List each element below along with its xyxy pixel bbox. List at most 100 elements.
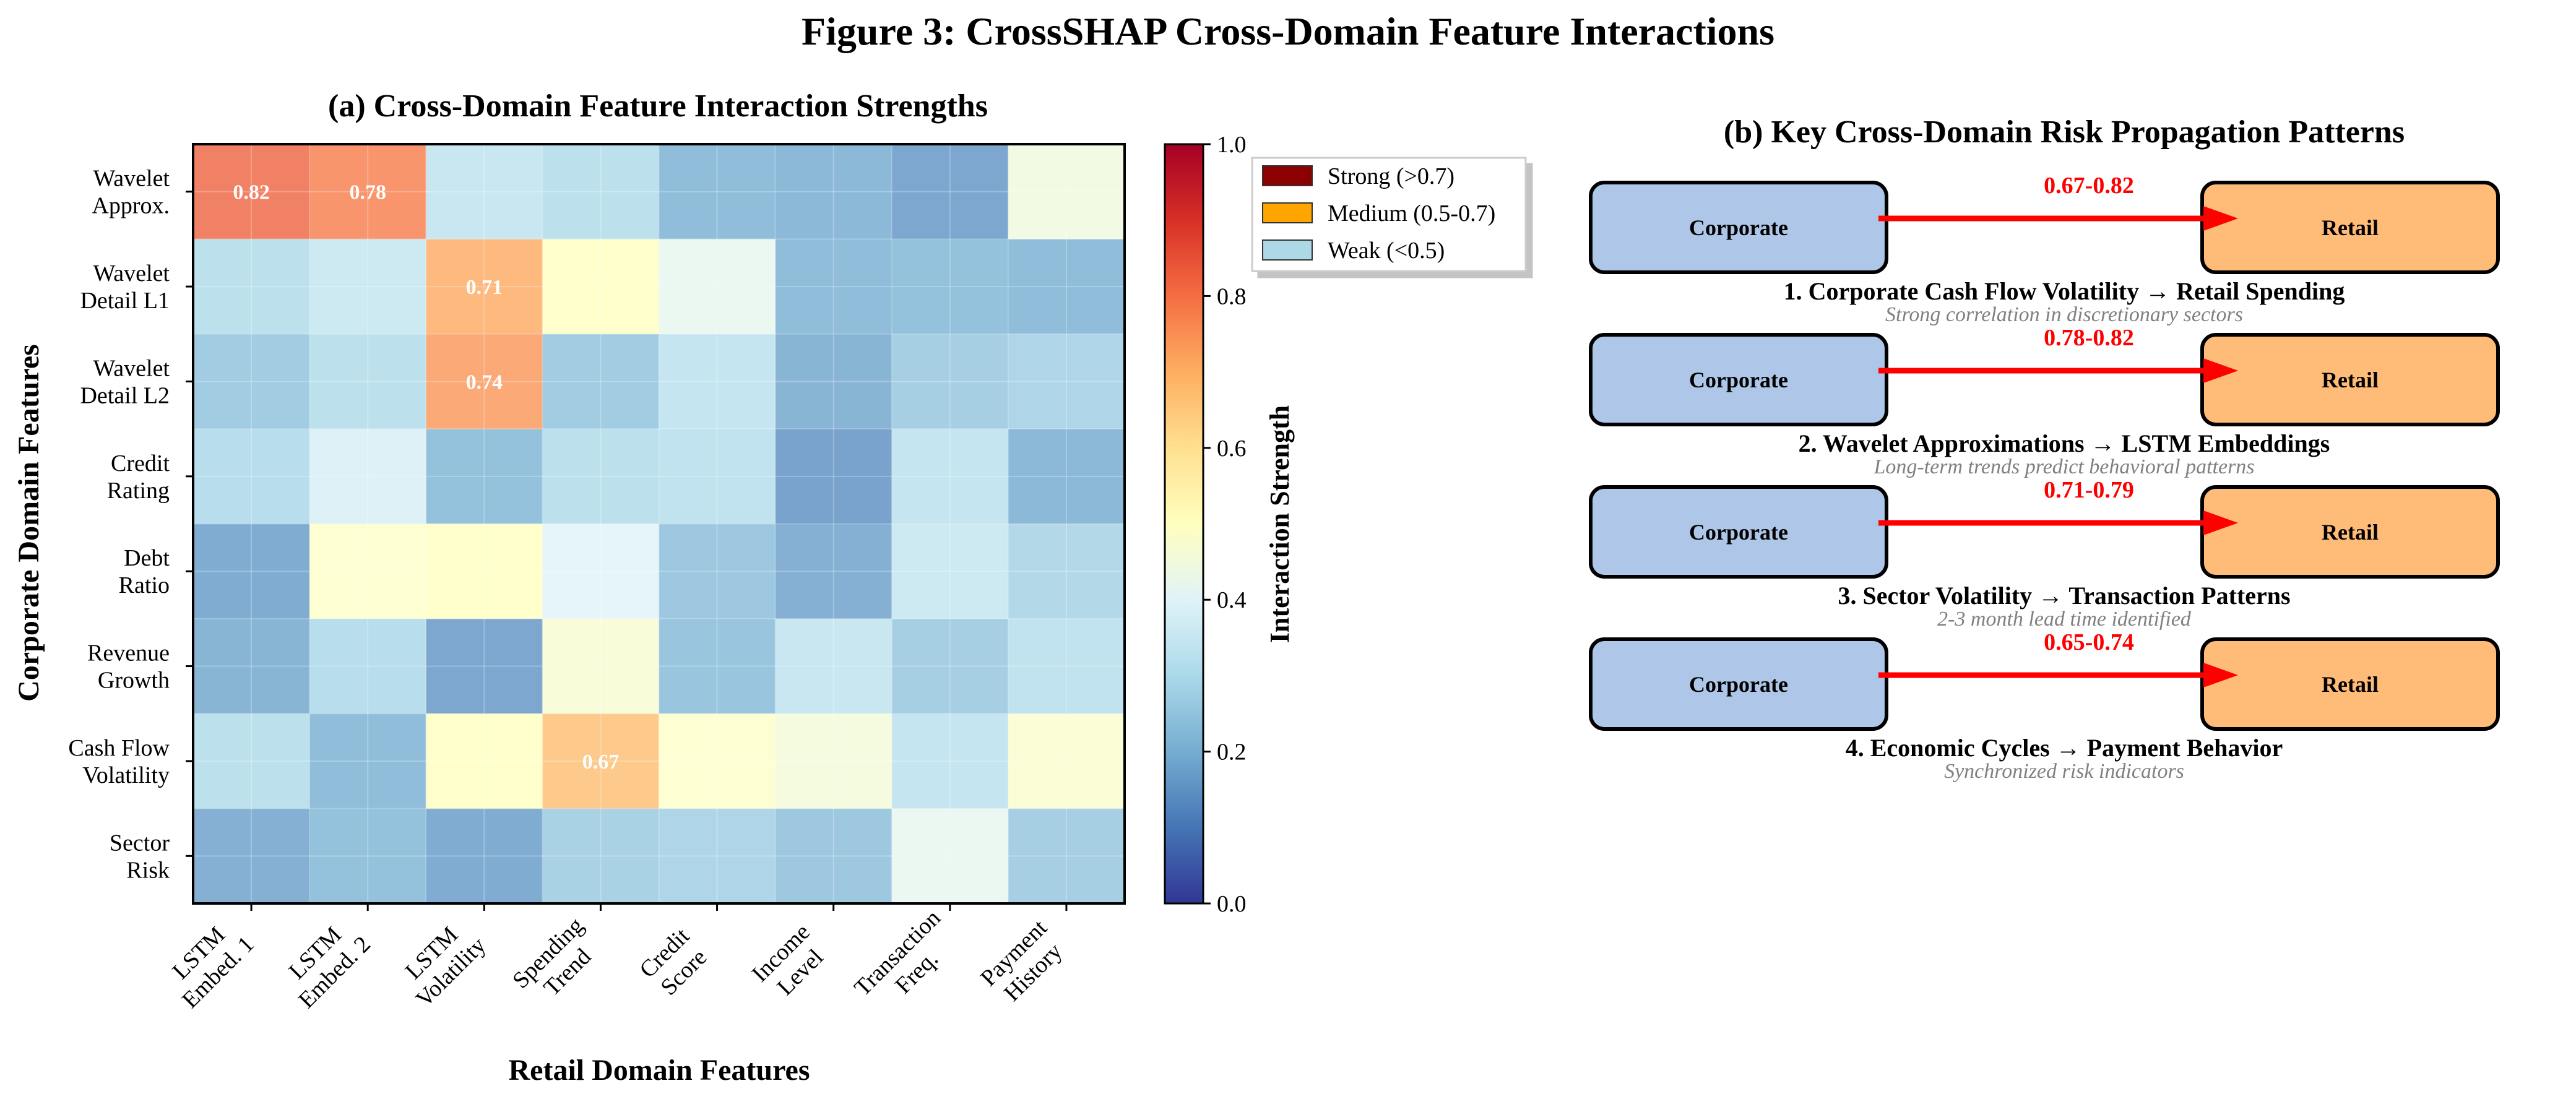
heatmap-y-ticks: Wavelet Approx. Wavelet Detail L1 Wavelet Det… [68,166,193,883]
heatmap-ylabel: Corporate Domain Features [12,344,45,702]
heatmap-cell [542,524,659,619]
heatmap-grid [193,144,1125,903]
heatmap-cell [659,618,776,714]
heatmap-cell [659,239,776,335]
pattern-list: Corporate Retail 0.67-0.82 1. Corporate Cas… [1589,173,2500,783]
propagation-arrow-head [2203,511,2238,535]
source-box [1589,485,1888,579]
legend-swatch [1262,165,1313,186]
colorbar-ticks: 0.0 0.2 0.4 0.6 0.8 1.0 [1203,132,1247,917]
heatmap-cell [1008,808,1125,904]
heatmap-cell [193,618,310,714]
patterns-panel: (b) Key Cross-Domain Risk Propagation Pa… [1589,114,2500,783]
pattern-title: 1. Corporate Cash Flow Volatility → Reta… [1784,277,2345,305]
heatmap-cell [542,429,659,524]
heatmap-cell [426,808,543,904]
propagation-arrow-head [2203,663,2238,687]
heatmap-cell [309,239,426,335]
pattern-range: 0.65-0.74 [2044,629,2134,655]
x-tick-label: IncomeLevel [747,919,834,1006]
legend-swatch [1262,202,1313,223]
propagation-arrow-head [2203,358,2238,383]
heatmap-cell [542,144,659,239]
heatmap-cell [775,524,893,619]
colorbar-tick-label: 0.0 [1217,891,1247,917]
heatmap-cell [775,334,893,429]
heatmap-cell [309,334,426,429]
target-label: Retail [2322,520,2379,545]
pattern-subtitle: Synchronized risk indicators [1944,760,2184,783]
heatmap-cell [309,144,426,239]
target-box [2200,333,2500,426]
heatmap-cell [659,334,776,429]
heatmap-cell [659,713,776,809]
y-tick-label: Cash Flow Volatility [68,735,170,788]
legend-entries: Strong (>0.7) Medium (0.5-0.7) Weak (<0.5) [1262,163,1495,264]
heatmap-cell [1008,713,1125,809]
heatmap-annotations: 0.82 0.78 0.71 0.74 0.67 [233,181,619,774]
heatmap-cell [542,239,659,335]
heatmap-cell [309,713,426,809]
heatmap-cell [1008,429,1125,524]
y-tick-label: Sector Risk [110,830,170,883]
target-box [2200,637,2500,731]
pattern-item: Corporate Retail 0.71-0.79 3. Sector Volati… [1589,477,2500,631]
legend-label: Medium (0.5-0.7) [1328,200,1495,226]
heatmap-cell [542,713,659,809]
colorbar-tick-label: 0.6 [1217,436,1247,462]
heatmap-cell [1008,618,1125,714]
x-tick-label: PaymentHistory [975,915,1071,1011]
pattern-range: 0.78-0.82 [2044,325,2134,351]
heatmap-cell [891,334,1009,429]
heatmap-cell [193,334,310,429]
heatmap-cell-label: 0.74 [466,371,503,394]
pattern-range: 0.71-0.79 [2044,477,2134,503]
heatmap-cell [891,144,1009,239]
pattern-subtitle: Long-term trends predict behavioral patt… [1873,455,2254,478]
heatmap-cell [775,713,893,809]
heatmap-cell-label: 0.78 [349,181,386,204]
propagation-arrow-head [2203,206,2238,231]
heatmap-cell [542,808,659,904]
heatmap-cell [659,429,776,524]
heatmap-cell [426,618,543,714]
target-label: Retail [2322,215,2379,240]
target-label: Retail [2322,368,2379,392]
heatmap-cell [659,524,776,619]
heatmap-cell [891,524,1009,619]
colorbar: 0.0 0.2 0.4 0.6 0.8 1.0 Interaction Strength [1164,132,1295,917]
heatmap-cell [775,808,893,904]
y-tick-label: Wavelet Detail L1 [80,261,170,314]
colorbar-tick-label: 0.8 [1217,283,1247,309]
legend-label: Weak (<0.5) [1328,238,1445,264]
heatmap-cell [426,524,543,619]
legend-label: Strong (>0.7) [1328,163,1454,189]
heatmap-cell [193,429,310,524]
heatmap-cell [193,524,310,619]
x-tick-label: LSTMVolatility [392,913,491,1012]
heatmap-cell [891,808,1009,904]
target-label: Retail [2322,672,2379,697]
heatmap-cell [309,618,426,714]
heatmap-cell [426,713,543,809]
heatmap-cell [775,144,893,239]
heatmap-cell [193,713,310,809]
heatmap-cell [891,713,1009,809]
heatmap-cell-label: 0.82 [233,181,270,204]
y-tick-label: Wavelet Approx. [92,166,170,219]
x-tick-label: TransactionFreq. [849,905,965,1020]
pattern-title: 4. Economic Cycles → Payment Behavior [1846,734,2283,762]
heatmap-cell [775,429,893,524]
y-tick-label: Revenue Growth [87,640,170,694]
source-label: Corporate [1689,672,1788,697]
x-tick-label: SpendingTrend [508,913,608,1013]
pattern-range: 0.67-0.82 [2044,173,2134,199]
pattern-subtitle: 2-3 month lead time identified [1937,608,2192,631]
heatmap-cells [193,144,1125,904]
colorbar-tick-label: 0.4 [1217,587,1247,613]
source-label: Corporate [1689,368,1788,392]
heatmap-x-ticks: LSTMEmbed. 1 LSTMEmbed. 2 LSTMVolatility Sp… [158,903,1071,1020]
x-tick-label: LSTMEmbed. 1 [158,912,259,1014]
heatmap-frame [192,143,1126,905]
source-box [1589,181,1888,274]
